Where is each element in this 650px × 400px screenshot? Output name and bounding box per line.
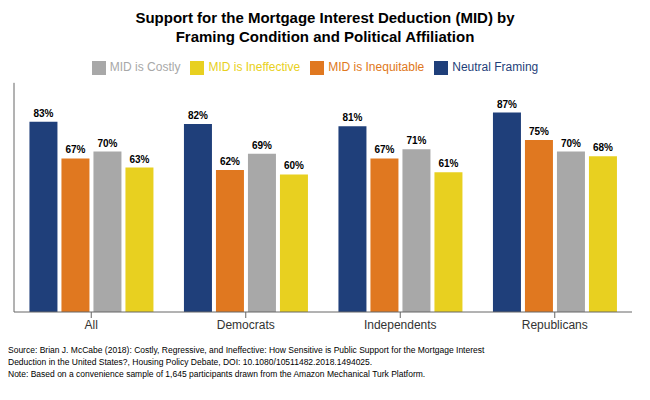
svg-text:68%: 68%: [593, 142, 613, 153]
svg-text:75%: 75%: [529, 126, 549, 137]
html-text:Support for the Mortgage Inter: Support for the Mortgage Interest Deduct…: [135, 9, 515, 45]
html-text:MID is Inequitable: MID is Inequitable: [328, 60, 425, 74]
svg-text:60%: 60%: [284, 160, 304, 171]
svg-text:Republicans: Republicans: [522, 318, 588, 332]
svg-text:82%: 82%: [188, 110, 208, 121]
svg-text:69%: 69%: [252, 140, 272, 151]
svg-text:63%: 63%: [129, 154, 149, 165]
svg-text:67%: 67%: [374, 144, 394, 155]
svg-text:70%: 70%: [561, 138, 581, 149]
svg-text:87%: 87%: [497, 99, 517, 110]
svg-text:71%: 71%: [406, 135, 426, 146]
html-text:MID is Costly: MID is Costly: [109, 60, 181, 74]
svg-text:62%: 62%: [220, 156, 240, 167]
svg-text:All: All: [85, 318, 98, 332]
svg-text:83%: 83%: [33, 108, 53, 119]
svg-text:67%: 67%: [65, 144, 85, 155]
svg-text:Independents: Independents: [364, 318, 437, 332]
svg-text:70%: 70%: [97, 138, 117, 149]
svg-text:61%: 61%: [438, 158, 458, 169]
html-text:Neutral Framing: Neutral Framing: [452, 60, 539, 74]
svg-text:Democrats: Democrats: [217, 318, 275, 332]
html-text:Source: Brian J. McCabe (2018): Source: Brian J. McCabe (2018): Costly, …: [8, 345, 485, 379]
svg-text:81%: 81%: [342, 112, 362, 123]
html-text:MID is Ineffective: MID is Ineffective: [208, 60, 301, 74]
